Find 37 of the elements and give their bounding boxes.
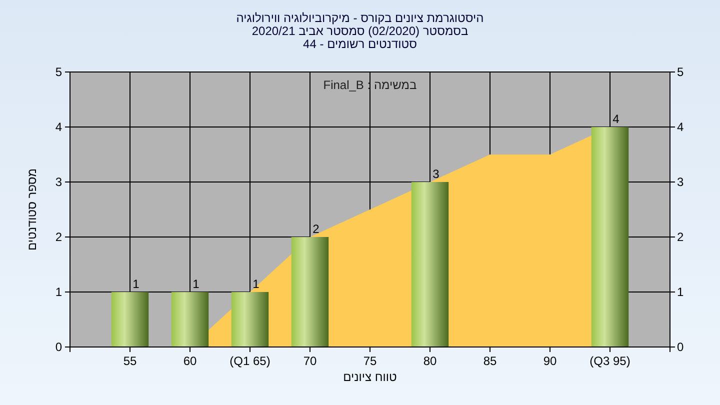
bar bbox=[231, 292, 269, 347]
x-tick-label: 90 bbox=[543, 354, 557, 368]
x-tick-label: 75 bbox=[363, 354, 377, 368]
annotation: במשימה : Final_B bbox=[323, 78, 417, 92]
y2-tick-label: 5 bbox=[677, 65, 684, 79]
x-tick-label: (Q3 95) bbox=[590, 354, 630, 368]
y2-tick-label: 3 bbox=[677, 175, 684, 189]
data-label: 1 bbox=[192, 277, 200, 291]
x-axis-title: טווח ציונים bbox=[343, 370, 398, 384]
y-axis-title: מספר סטודנטים bbox=[25, 168, 39, 251]
x-tick-label: 70 bbox=[303, 354, 317, 368]
bar bbox=[591, 127, 629, 347]
y2-tick-label: 0 bbox=[677, 340, 684, 354]
bar bbox=[171, 292, 209, 347]
data-label: 2 bbox=[312, 222, 320, 236]
data-label: 4 bbox=[612, 112, 620, 126]
y-tick-label: 3 bbox=[55, 175, 62, 189]
y-tick-label: 5 bbox=[55, 65, 62, 79]
chart-title: היסטוגרמת ציונים בקורס - מיקרוביולוגיה ווירולוגיה בסמסטר (02/2020) סמסטר אביב 2020/21 סטודנטים רשומים - 44 bbox=[236, 11, 484, 51]
data-label: 1 bbox=[252, 277, 260, 291]
data-label: 1 bbox=[132, 277, 140, 291]
y-tick-label: 2 bbox=[55, 230, 62, 244]
y-tick-label: 1 bbox=[55, 285, 62, 299]
y2-tick-label: 1 bbox=[677, 285, 684, 299]
x-tick-label: 85 bbox=[483, 354, 497, 368]
x-tick-label: (Q1 65) bbox=[230, 354, 270, 368]
bar bbox=[411, 182, 449, 347]
y-tick-label: 4 bbox=[55, 120, 62, 134]
bar bbox=[291, 237, 329, 347]
y2-tick-label: 4 bbox=[677, 120, 684, 134]
bar bbox=[111, 292, 149, 347]
y-tick-label: 0 bbox=[55, 340, 62, 354]
x-tick-label: 60 bbox=[183, 354, 197, 368]
x-tick-label: 55 bbox=[123, 354, 137, 368]
x-tick-label: 80 bbox=[423, 354, 437, 368]
data-label: 3 bbox=[432, 167, 440, 181]
y2-tick-label: 2 bbox=[677, 230, 684, 244]
